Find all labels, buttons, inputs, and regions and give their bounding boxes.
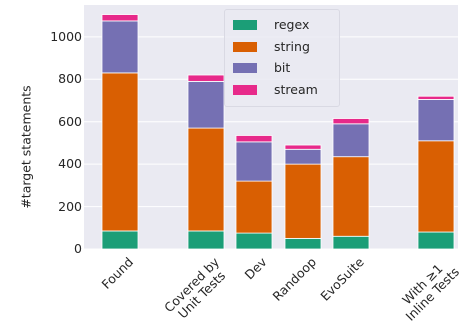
bar-segment-stream	[332, 118, 370, 125]
legend-label: string	[274, 38, 310, 54]
bar-segment-bit	[101, 20, 139, 74]
legend-swatch	[233, 63, 257, 73]
legend-swatch	[233, 20, 257, 30]
bar-segment-stream	[417, 95, 455, 100]
y-tick-label: 1000	[50, 28, 82, 44]
bar-segment-stream	[235, 135, 273, 143]
bar-segment-bit	[235, 141, 273, 182]
legend: regex string bit stream	[224, 9, 340, 107]
bar-segment-string	[332, 156, 370, 237]
bar-segment-string	[187, 127, 225, 232]
legend-swatch	[233, 84, 257, 95]
legend-label: stream	[274, 81, 318, 97]
bar-segment-stream	[284, 144, 322, 150]
bar-segment-regex	[235, 232, 273, 250]
bar-segment-regex	[187, 230, 225, 250]
y-tick-label: 200	[58, 198, 82, 214]
bar-segment-regex	[284, 237, 322, 250]
bar-segment-regex	[332, 235, 370, 250]
bar-segment-string	[101, 72, 139, 232]
bar-segment-bit	[417, 99, 455, 142]
bar-segment-string	[417, 140, 455, 233]
bar-segment-bit	[187, 80, 225, 129]
y-tick-label: 0	[74, 241, 82, 256]
bar-segment-string	[284, 163, 322, 239]
legend-label: bit	[274, 60, 291, 75]
legend-swatch	[233, 41, 257, 52]
y-tick-label: 400	[58, 156, 82, 172]
legend-label: regex	[274, 17, 310, 32]
bar-segment-regex	[101, 230, 139, 250]
y-tick-label: 600	[58, 113, 82, 129]
bar-segment-bit	[284, 148, 322, 165]
y-tick-label: 800	[58, 71, 82, 87]
bar-segment-regex	[417, 231, 455, 250]
bars	[101, 14, 455, 250]
bar-segment-bit	[332, 123, 370, 158]
bar-segment-stream	[187, 74, 225, 82]
bar-segment-stream	[101, 14, 139, 22]
bar-segment-string	[235, 180, 273, 234]
